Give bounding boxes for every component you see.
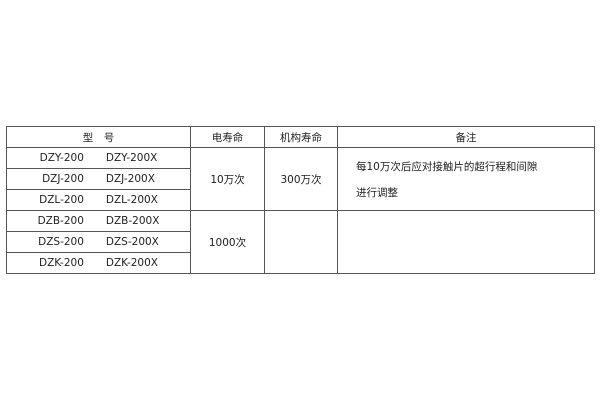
mechanical-life: 300万次 — [264, 147, 338, 211]
note — [337, 210, 595, 274]
note-line: 每10万次后应对接触片的超行程和间隙 — [356, 161, 538, 173]
table-row: DZK-200 DZK-200X — [6, 252, 595, 274]
model: DZB-200 — [37, 215, 84, 227]
model: DZK-200 — [39, 257, 84, 269]
note-line: 进行调整 — [356, 187, 398, 199]
header-mechanical-life: 机构寿命 — [264, 126, 338, 148]
table-row: DZL-200 DZL-200X — [6, 189, 595, 211]
model-x: DZB-200X — [105, 215, 160, 227]
header-model: 型 号 — [6, 126, 191, 148]
note: 每10万次后应对接触片的超行程和间隙 进行调整 — [337, 147, 595, 211]
model: DZJ-200 — [42, 173, 84, 185]
model-x: DZY-200X — [105, 152, 158, 164]
model: DZS-200 — [38, 236, 84, 248]
table-row: DZB-200 DZB-200X 1000次 — [6, 210, 595, 274]
electrical-life: 1000次 — [190, 210, 265, 274]
electrical-life: 10万次 — [190, 147, 265, 211]
header-electrical-life: 电寿命 — [190, 126, 265, 148]
model: DZL-200 — [39, 194, 84, 206]
spec-table: 型 号 电寿命 机构寿命 备注 DZY-200 DZY-200X 10万次 300… — [6, 126, 595, 274]
table-row: DZY-200 DZY-200X 10万次 300万次 每10万次后应对接触片的超… — [6, 147, 595, 211]
model-x: DZS-200X — [105, 236, 159, 248]
model-x: DZJ-200X — [105, 173, 155, 185]
model-x: DZL-200X — [105, 194, 158, 206]
header-row: 型 号 电寿命 机构寿命 备注 — [6, 126, 595, 148]
model-x: DZK-200X — [105, 257, 158, 269]
model: DZY-200 — [39, 152, 84, 164]
mechanical-life — [264, 210, 338, 274]
header-note: 备注 — [337, 126, 595, 148]
